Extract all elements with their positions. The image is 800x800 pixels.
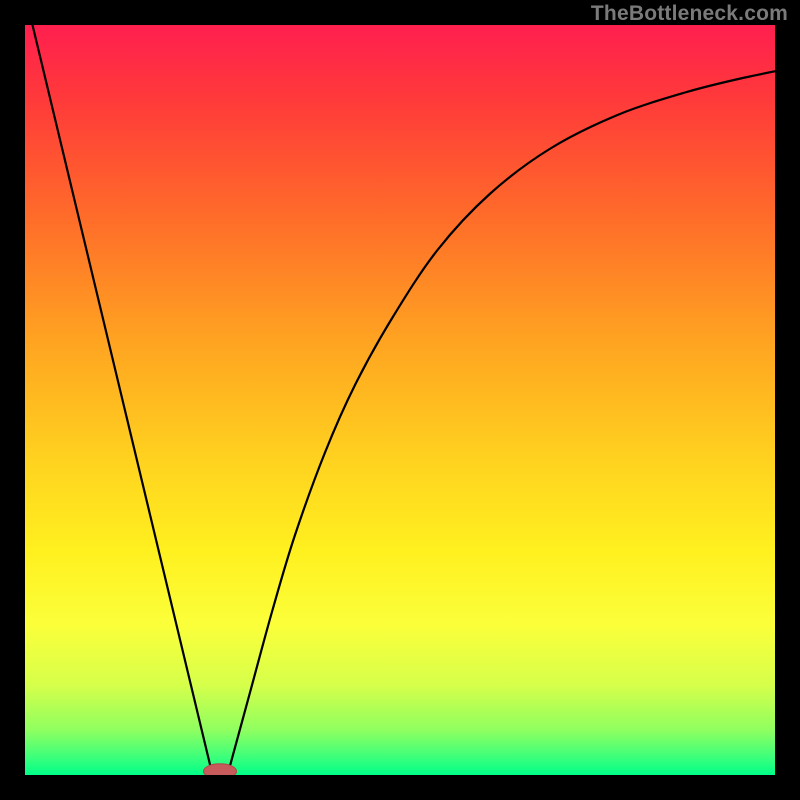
watermark-text: TheBottleneck.com: [591, 2, 788, 26]
gradient-background: [25, 25, 775, 775]
chart-frame: TheBottleneck.com: [0, 0, 800, 800]
minimum-marker: [204, 764, 237, 775]
plot-svg: [25, 25, 775, 775]
plot-area: [25, 25, 775, 775]
